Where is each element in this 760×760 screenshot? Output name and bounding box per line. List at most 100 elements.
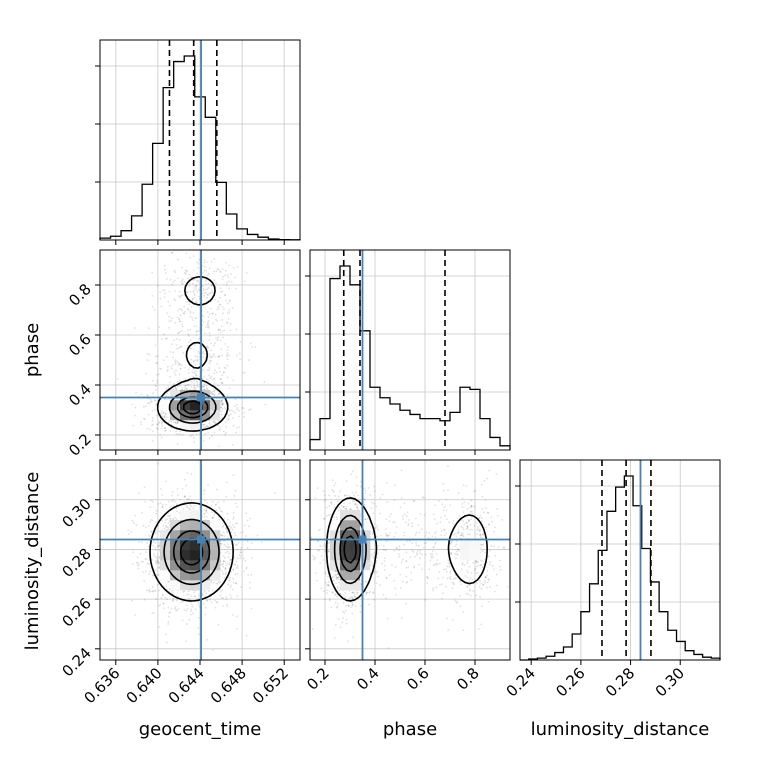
sample-point: [232, 568, 235, 571]
sample-point: [183, 495, 186, 498]
sample-point: [176, 309, 179, 312]
sample-point: [478, 529, 481, 532]
sample-point: [189, 435, 192, 438]
density-cell: [180, 390, 191, 401]
sample-point: [145, 589, 148, 592]
sample-point: [210, 376, 213, 378]
sample-point: [196, 360, 199, 362]
sample-point: [479, 595, 482, 598]
sample-point: [210, 391, 212, 394]
sample-point: [162, 594, 164, 597]
sample-point: [176, 609, 178, 612]
sample-point: [406, 511, 409, 514]
sample-point: [493, 590, 496, 593]
sample-point: [359, 588, 362, 591]
sample-point: [232, 517, 235, 520]
density-cell: [200, 580, 211, 591]
sample-point: [350, 606, 353, 609]
sample-point: [421, 568, 424, 571]
sample-point: [180, 282, 183, 285]
sample-point: [167, 500, 170, 503]
sample-point: [202, 289, 205, 292]
sample-point: [213, 279, 216, 282]
sample-point: [189, 256, 191, 259]
sample-point: [177, 364, 180, 367]
density-cell: [200, 540, 211, 551]
sample-point: [250, 542, 253, 544]
sample-point: [310, 536, 313, 539]
sample-point: [467, 519, 470, 522]
sample-point: [138, 492, 140, 495]
sample-point: [194, 608, 197, 610]
sample-point: [242, 407, 245, 410]
sample-point: [218, 307, 220, 310]
sample-point: [406, 540, 408, 542]
sample-point: [221, 605, 224, 607]
sample-point: [484, 576, 487, 579]
sample-point: [475, 565, 478, 568]
sample-point: [155, 404, 157, 407]
sample-point: [235, 328, 238, 331]
sample-point: [203, 516, 206, 519]
sample-point: [225, 299, 227, 302]
sample-point: [322, 545, 325, 547]
sample-point: [178, 296, 181, 299]
sample-point: [236, 354, 238, 357]
sample-point: [193, 279, 195, 282]
sample-point: [153, 589, 156, 592]
sample-point: [160, 413, 163, 416]
sample-point: [206, 378, 208, 381]
sample-point: [186, 384, 189, 386]
sample-point: [152, 430, 154, 433]
sample-point: [228, 563, 231, 566]
sample-point: [197, 262, 200, 265]
sample-point: [186, 290, 188, 293]
sample-point: [198, 616, 200, 619]
sample-point: [487, 511, 490, 514]
sample-point: [224, 433, 227, 436]
sample-point: [202, 490, 205, 493]
sample-point: [174, 373, 177, 376]
sample-point: [499, 565, 501, 568]
sample-point: [443, 534, 446, 537]
sample-point: [176, 421, 179, 424]
sample-point: [205, 283, 207, 286]
sample-point: [221, 354, 224, 357]
sample-point: [375, 572, 378, 574]
sample-point: [179, 363, 181, 366]
sample-point: [211, 516, 214, 519]
sample-point: [405, 575, 408, 578]
sample-point: [386, 501, 389, 503]
sample-point: [403, 502, 406, 505]
sample-point: [422, 546, 425, 549]
sample-point: [168, 327, 170, 329]
sample-point: [195, 370, 198, 373]
sample-point: [448, 521, 451, 524]
sample-point: [458, 515, 461, 517]
sample-point: [340, 504, 343, 507]
density-cell: [460, 550, 471, 561]
sample-point: [211, 589, 214, 592]
sample-point: [432, 555, 435, 558]
sample-point: [451, 581, 454, 584]
sample-point: [215, 601, 218, 604]
sample-point: [179, 295, 182, 297]
sample-point: [172, 364, 175, 366]
sample-point: [487, 578, 490, 580]
sample-point: [162, 461, 164, 463]
sample-point: [140, 560, 143, 563]
sample-point: [172, 597, 175, 600]
sample-point: [149, 398, 152, 401]
sample-point: [479, 528, 482, 531]
sample-point: [394, 531, 397, 534]
sample-point: [465, 528, 468, 530]
sample-point: [167, 606, 170, 609]
sample-point: [178, 379, 181, 382]
sample-point: [193, 591, 195, 594]
sample-point: [169, 278, 172, 281]
sample-point: [204, 513, 206, 515]
sample-point: [483, 579, 486, 582]
sample-point: [183, 590, 186, 593]
sample-point: [174, 321, 177, 324]
sample-point: [160, 409, 163, 412]
